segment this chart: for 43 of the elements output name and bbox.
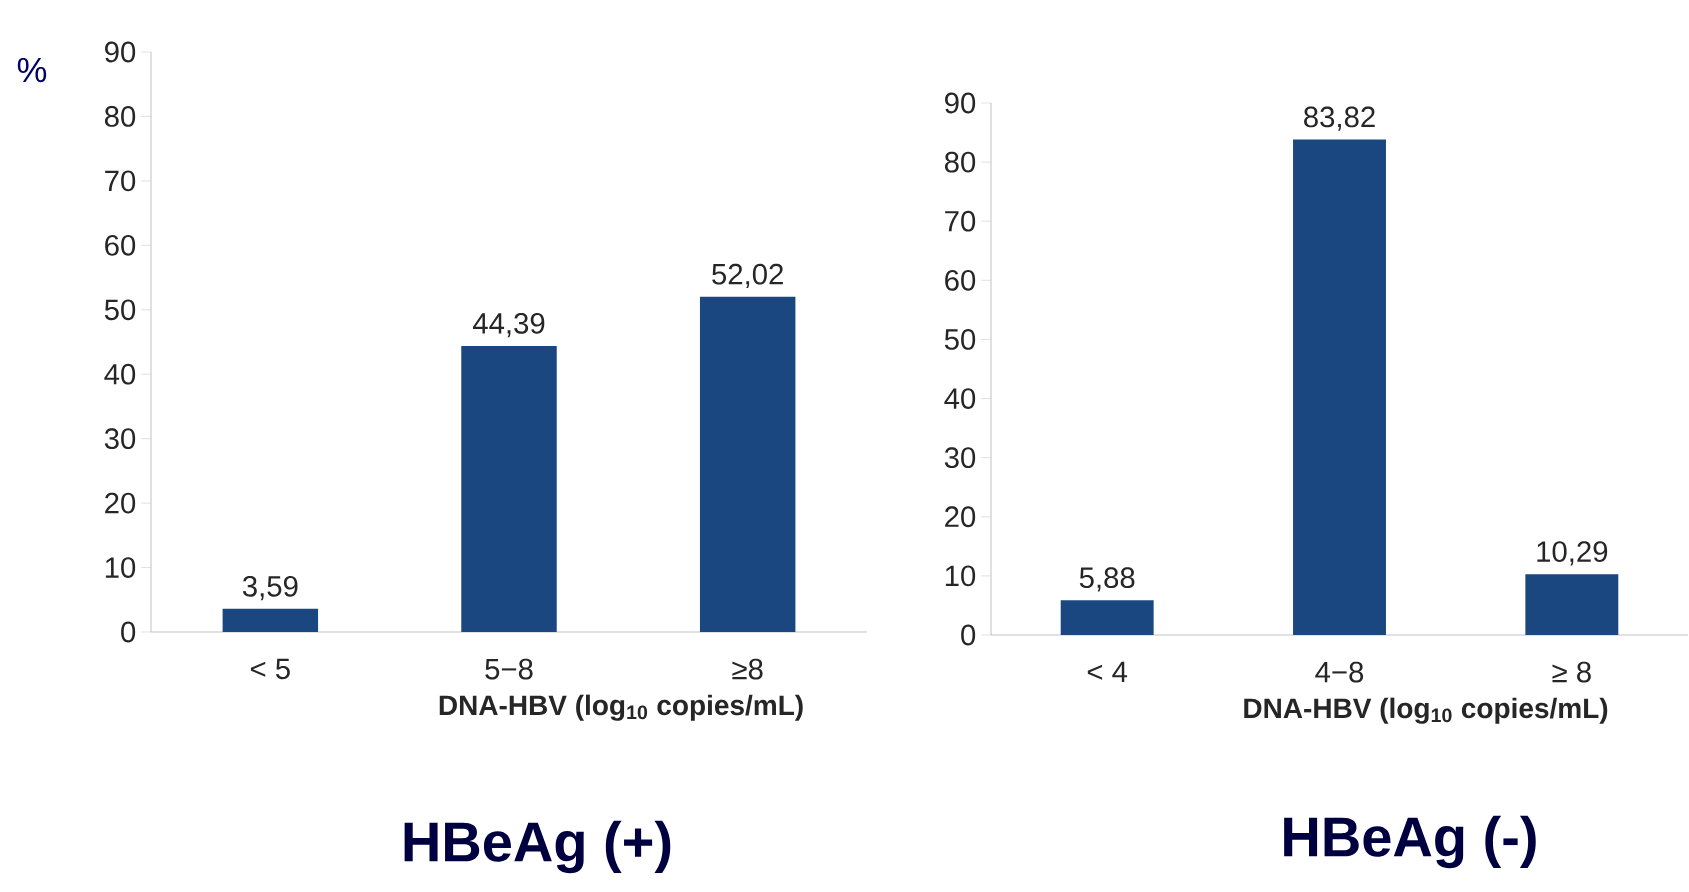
y-tick-label: 50 (104, 299, 136, 321)
y-tick-label: 50 (944, 329, 976, 350)
bar (222, 608, 319, 632)
bar (1525, 574, 1619, 635)
data-label: 3,59 (242, 575, 298, 601)
y-tick-label: 80 (104, 106, 136, 127)
data-label: 52,02 (712, 263, 783, 289)
y-tick-label: 20 (945, 506, 976, 528)
y-tick-label: 70 (105, 170, 136, 192)
text: HBeAg (-) (1284, 815, 1536, 869)
y-tick-label: 10 (945, 565, 976, 587)
y-tick-label: 80 (944, 151, 976, 173)
y-tick-label: 40 (104, 363, 136, 385)
y-tick-label: 30 (944, 447, 976, 469)
y-tick-label: 60 (945, 269, 976, 291)
bar (699, 296, 796, 632)
data-label: 10,29 (1537, 541, 1608, 566)
x-axis-title: DNA-HBV (log$_{10}$ copies/mL) (439, 694, 803, 721)
y-tick-label: 90 (945, 92, 976, 114)
y-axis-title: % (17, 57, 47, 83)
y-tick-label: 60 (105, 234, 136, 256)
y-tick-label: 0 (961, 624, 976, 646)
x-tick-label: < 5 (250, 658, 290, 680)
y-tick-label: 10 (105, 557, 136, 578)
y-tick-label: 40 (944, 388, 976, 409)
y-tick-label: 90 (105, 41, 136, 63)
x-tick-label: ≥8 (732, 658, 763, 680)
y-tick-label: 20 (105, 492, 136, 514)
x-tick-label: 5−8 (485, 658, 533, 680)
y-tick-label: 70 (945, 210, 976, 232)
x-tick-label: ≥ 8 (1552, 661, 1591, 683)
data-label: 5,88 (1079, 567, 1135, 592)
text: HBeAg (+) (404, 820, 671, 874)
x-tick-label: < 4 (1087, 661, 1128, 682)
y-tick-label: 30 (104, 428, 136, 450)
data-label: 83,82 (1304, 106, 1375, 131)
bar (1293, 139, 1386, 635)
y-tick-label: 0 (121, 621, 136, 643)
bar (461, 345, 557, 632)
bar (1060, 600, 1154, 635)
x-tick-label: 4−8 (1315, 661, 1364, 683)
data-label: 44,39 (472, 312, 545, 338)
x-axis-title: DNA-HBV (log$_{10}$ copies/mL) (1244, 697, 1608, 724)
